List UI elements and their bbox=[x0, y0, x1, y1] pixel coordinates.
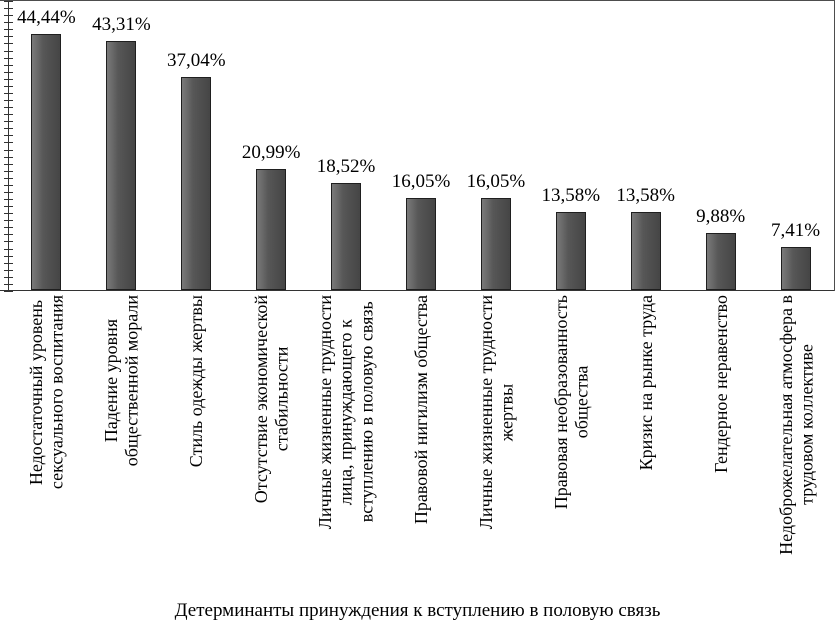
x-axis-title: Детерминанты принуждения к вступлению в … bbox=[174, 600, 661, 621]
category-cell: Личные жизненные трудности лица, принужд… bbox=[309, 295, 384, 597]
category-label: Гендерное неравенство bbox=[711, 295, 732, 474]
bar bbox=[106, 41, 137, 290]
bar bbox=[256, 169, 287, 290]
category-cell: Личные жизненные трудности жертвы bbox=[459, 295, 534, 597]
bar-slot: 16,05% bbox=[384, 1, 459, 290]
category-label: Кризис на рынке труда bbox=[636, 295, 657, 471]
bar-slot: 13,58% bbox=[608, 1, 683, 290]
bar-value-label: 37,04% bbox=[166, 50, 226, 71]
bar bbox=[480, 198, 511, 290]
bar bbox=[31, 34, 62, 290]
category-cell: Гендерное неравенство bbox=[684, 295, 759, 597]
bar bbox=[331, 183, 362, 290]
bar bbox=[705, 233, 736, 290]
bar-value-label: 13,58% bbox=[616, 185, 675, 206]
y-axis-tick bbox=[4, 291, 13, 292]
bar-value-label: 16,05% bbox=[466, 171, 526, 192]
category-label: Правовая необразованность общества bbox=[550, 295, 592, 510]
category-label: Отсутствие экономической стабильности bbox=[250, 295, 292, 504]
category-label: Недостаточный уровень сексуального воспи… bbox=[25, 295, 67, 490]
category-cell: Недоброжелательная атмосфера в трудовом … bbox=[759, 295, 834, 597]
category-cell: Стиль одежды жертвы bbox=[159, 295, 234, 597]
bar bbox=[630, 212, 661, 290]
bar-value-label: 20,99% bbox=[241, 142, 301, 163]
y-axis-line bbox=[8, 1, 9, 291]
bar bbox=[405, 198, 436, 290]
bar-slot: 13,58% bbox=[533, 1, 608, 290]
category-label: Личные жизненные трудности жертвы bbox=[475, 295, 517, 530]
category-label: Стиль одежды жертвы bbox=[186, 295, 207, 468]
bar-slot: 9,88% bbox=[683, 1, 758, 290]
bar-slot: 16,05% bbox=[458, 1, 533, 290]
bar-value-label: 18,52% bbox=[316, 156, 376, 177]
category-cell: Отсутствие экономической стабильности bbox=[234, 295, 309, 597]
bar-value-label: 16,05% bbox=[391, 171, 451, 192]
bar-slot: 43,31% bbox=[84, 1, 159, 290]
bar-value-label: 7,41% bbox=[770, 220, 821, 241]
plot-area: 44,44% 43,31% 37,04% 20,99% 18,52% 16,05% 16,0… bbox=[0, 0, 835, 292]
category-cell: Правовой нигилизм общества bbox=[384, 295, 459, 597]
bar-value-label: 44,44% bbox=[17, 7, 76, 28]
bar bbox=[780, 247, 811, 290]
bar bbox=[555, 212, 586, 290]
bar-slot: 44,44% bbox=[9, 1, 84, 290]
bar-slot: 7,41% bbox=[758, 1, 833, 290]
category-label: Правовой нигилизм общества bbox=[411, 295, 432, 525]
category-label: Личные жизненные трудности лица, принужд… bbox=[315, 295, 377, 530]
bar-value-label: 43,31% bbox=[92, 14, 151, 35]
bar-value-label: 13,58% bbox=[541, 185, 601, 206]
bar-slot: 20,99% bbox=[234, 1, 309, 290]
category-labels: Недостаточный уровень сексуального воспи… bbox=[9, 295, 834, 597]
bar-value-label: 9,88% bbox=[696, 206, 746, 227]
category-label: Недоброжелательная атмосфера в трудовом … bbox=[775, 295, 817, 555]
category-cell: Правовая необразованность общества bbox=[534, 295, 609, 597]
bar-slot: 18,52% bbox=[309, 1, 384, 290]
category-label: Падение уровня общественной морали bbox=[100, 295, 142, 467]
category-cell: Падение уровня общественной морали bbox=[84, 295, 159, 597]
category-cell: Недостаточный уровень сексуального воспи… bbox=[9, 295, 84, 597]
category-cell: Кризис на рынке труда bbox=[609, 295, 684, 597]
x-axis-line bbox=[0, 290, 834, 291]
bar bbox=[181, 77, 212, 290]
bar-slot: 37,04% bbox=[159, 1, 234, 290]
bars: 44,44% 43,31% 37,04% 20,99% 18,52% 16,05% 16,0… bbox=[9, 1, 833, 290]
